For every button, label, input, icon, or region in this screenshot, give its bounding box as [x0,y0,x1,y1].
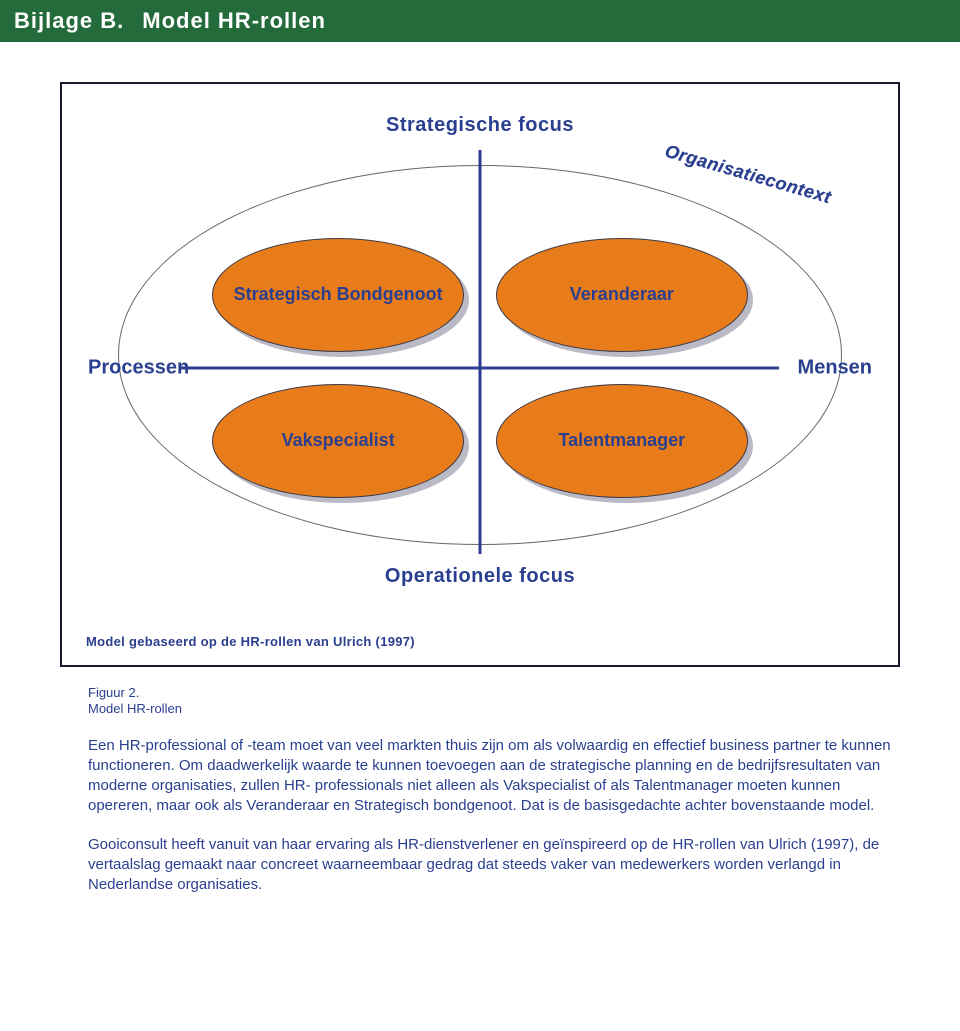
quadrant-bottom-left: Vakspecialist [212,384,464,498]
header-title: Model HR-rollen [142,8,326,34]
figure-caption: Figuur 2. Model HR-rollen [88,685,900,718]
diagram-source: Model gebaseerd op de HR-rollen van Ulri… [86,634,874,649]
arc-label: Organisatiecontext [662,141,833,209]
axis-top-label: Strategische focus [86,114,874,137]
paragraph: Een HR-professional of -team moet van ve… [88,736,900,817]
axis-left-label: Processen [88,357,189,380]
diagram-area: Strategische focus Organisatiecontext Pr… [86,108,874,628]
axis-horizontal [181,367,780,370]
quadrant-bottom-right: Talentmanager [496,384,748,498]
axis-bottom-label: Operationele focus [86,565,874,588]
diagram-frame: Strategische focus Organisatiecontext Pr… [60,82,900,667]
quadrant-label: Veranderaar [570,284,674,306]
axis-vertical [479,150,482,554]
quadrant-label: Vakspecialist [282,430,395,452]
quadrant-label: Strategisch Bondgenoot [234,284,443,306]
quadrant-label: Talentmanager [558,430,685,452]
quadrant-top-right: Veranderaar [496,238,748,352]
caption-line2: Model HR-rollen [88,701,182,716]
content: Strategische focus Organisatiecontext Pr… [0,42,960,943]
paragraph: Gooiconsult heeft vanuit van haar ervari… [88,835,900,896]
axis-right-label: Mensen [798,357,872,380]
caption-line1: Figuur 2. [88,685,139,700]
page-header: Bijlage B. Model HR-rollen [0,0,960,42]
quadrant-top-left: Strategisch Bondgenoot [212,238,464,352]
header-prefix: Bijlage B. [14,8,124,34]
